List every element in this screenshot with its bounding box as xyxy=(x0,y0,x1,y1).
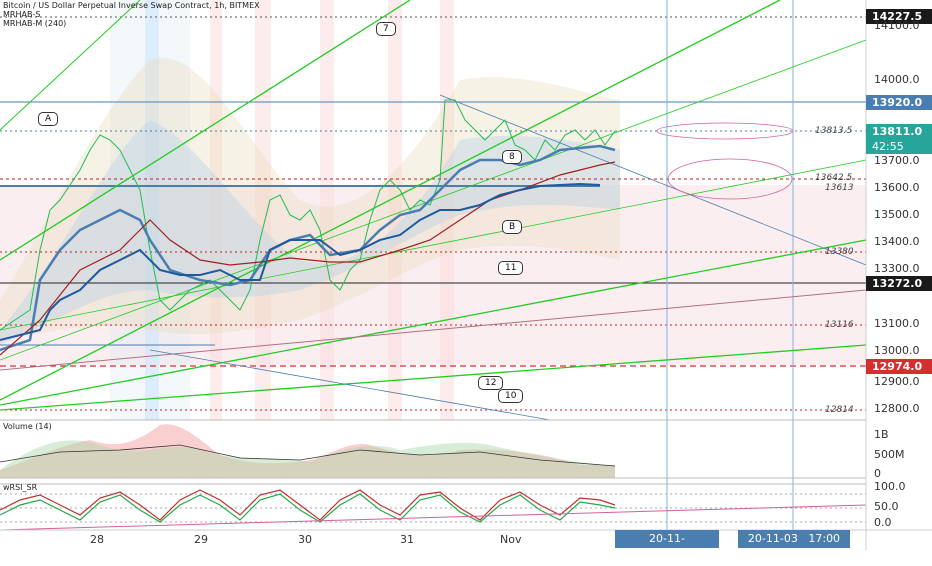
level-label: 13642.5 xyxy=(815,173,853,183)
indicator-legend-2: MRHAB-M (240) xyxy=(3,19,67,28)
price-tick: 13600.0 xyxy=(874,181,920,194)
ellipse-annotations xyxy=(656,122,794,200)
chart-canvas[interactable] xyxy=(0,0,932,550)
volume-legend: Volume (14) xyxy=(3,422,52,431)
price-tag-12974: 12974.0 xyxy=(866,359,932,374)
price-series xyxy=(0,99,616,356)
volume-tick: 0 xyxy=(874,467,881,480)
indicator-cloud xyxy=(0,57,620,345)
time-marker-1-time: 12:00 xyxy=(663,550,696,563)
price-tick: 12800.0 xyxy=(874,402,920,415)
price-tick: 13100.0 xyxy=(874,317,920,330)
time-tick: 29 xyxy=(194,533,208,546)
indicator-legend-1: MRHAB-S xyxy=(3,10,41,19)
bar-countdown: 42:55 xyxy=(866,139,932,154)
level-label: 13116 xyxy=(825,320,854,330)
price-tag-14227: 14227.5 xyxy=(866,9,932,24)
price-tick: 12900.0 xyxy=(874,375,920,388)
wrsi-tick: 50.0 xyxy=(874,500,899,513)
level-label: 13813.5 xyxy=(815,126,853,136)
price-tag-13920: 13920.0 xyxy=(866,95,932,110)
price-tick: 13000.0 xyxy=(874,344,920,357)
callout-7[interactable]: 7 xyxy=(376,22,396,36)
time-tick: 31 xyxy=(400,533,414,546)
wrsi-pane xyxy=(0,483,867,531)
price-tick: 14000.0 xyxy=(874,73,920,86)
time-tick: 30 xyxy=(298,533,312,546)
time-tick: 28 xyxy=(90,533,104,546)
price-tick: 13700.0 xyxy=(874,154,920,167)
callout-B[interactable]: B xyxy=(502,220,523,234)
callout-A[interactable]: A xyxy=(38,112,59,126)
volume-tick: 1B xyxy=(874,428,889,441)
volume-tick: 500M xyxy=(874,448,905,461)
level-label: 13613 xyxy=(825,183,854,193)
time-marker-2-time: 17:00 xyxy=(808,532,841,545)
background-bands xyxy=(0,0,866,420)
wrsi-legend: wRSI_SR xyxy=(3,483,38,492)
price-tick: 13300.0 xyxy=(874,262,920,275)
trend-lines xyxy=(0,0,867,421)
symbol-title: Bitcoin / US Dollar Perpetual Inverse Sw… xyxy=(3,1,260,10)
time-tick: Nov xyxy=(500,533,522,546)
time-marker-2-date: 20-11-03 xyxy=(747,532,798,545)
time-markers xyxy=(666,0,794,530)
wrsi-tick: 0.0 xyxy=(874,516,892,529)
level-label: 12814 xyxy=(825,405,854,415)
time-marker-1: 20-11-02 12:00 xyxy=(615,530,719,563)
price-levels xyxy=(0,16,866,411)
wrsi-tick: 100.0 xyxy=(874,480,906,493)
volume-pane xyxy=(0,419,866,479)
price-tick: 14100.0 xyxy=(874,19,920,32)
time-marker-2: 20-11-03 17:00 xyxy=(738,530,850,548)
price-tick: 13400.0 xyxy=(874,235,920,248)
callout-11[interactable]: 11 xyxy=(498,261,524,275)
callout-8[interactable]: 8 xyxy=(502,150,522,164)
level-label: 13380 xyxy=(825,247,854,257)
price-tag-13272: 13272.0 xyxy=(866,276,932,291)
price-tick: 13500.0 xyxy=(874,208,920,221)
callout-10[interactable]: 10 xyxy=(498,389,524,403)
price-tag-last: 13811.0 xyxy=(866,124,932,139)
callout-12[interactable]: 12 xyxy=(478,376,504,390)
